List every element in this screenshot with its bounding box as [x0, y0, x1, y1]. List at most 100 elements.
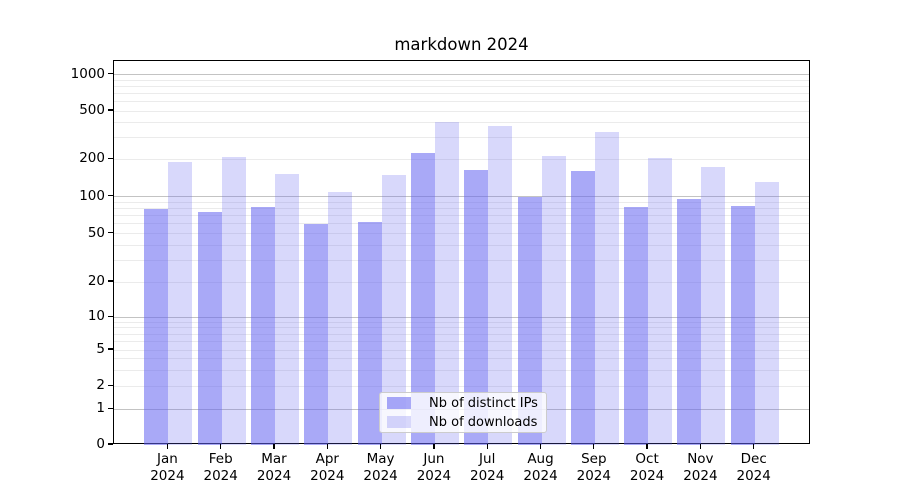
- bar-downloads-jan: [168, 162, 193, 445]
- x-tick-mark-jan: [166, 444, 169, 449]
- bar-downloads-dec: [754, 181, 779, 445]
- y-tick-label-500: 500: [79, 102, 105, 118]
- gridline-minor: [114, 110, 809, 112]
- gridline-minor: [114, 358, 809, 360]
- bar-downloads-apr: [328, 191, 353, 445]
- y-tick-mark-100: [108, 195, 113, 197]
- gridline-minor: [114, 340, 809, 342]
- y-tick-label-100: 100: [79, 187, 105, 204]
- gridline-minor: [114, 260, 809, 262]
- x-tick-mark-jun: [433, 444, 435, 449]
- bar-distinct-ips-dec: [730, 205, 755, 445]
- x-tick-label-feb: Feb 2024: [203, 451, 238, 484]
- x-tick-label-sep: Sep 2024: [576, 451, 611, 484]
- x-tick-label-oct: Oct 2024: [629, 451, 665, 484]
- legend-label-downloads: Nb of downloads: [429, 414, 538, 430]
- legend-swatch-distinct-ips: [387, 397, 411, 409]
- x-tick-mark-apr: [326, 444, 328, 449]
- y-tick-mark-5: [108, 348, 113, 350]
- x-tick-label-may: May 2024: [363, 451, 398, 484]
- y-tick-mark-500: [108, 109, 113, 111]
- gridline-minor: [114, 327, 809, 329]
- y-tick-label-1: 1: [96, 400, 105, 417]
- legend-item-downloads: Nb of downloads: [387, 415, 538, 430]
- gridline-minor: [114, 100, 809, 102]
- bar-distinct-ips-feb: [197, 212, 222, 445]
- bar-downloads-sep: [594, 132, 619, 445]
- gridline-minor: [114, 385, 809, 387]
- y-tick-label-200: 200: [79, 150, 105, 167]
- x-tick-label-apr: Apr 2024: [310, 451, 345, 484]
- gridline-minor: [114, 208, 809, 210]
- gridline-minor: [114, 79, 809, 81]
- x-tick-label-jul: Jul 2024: [470, 451, 505, 484]
- x-tick-label-jun: Jun 2024: [416, 451, 452, 484]
- y-tick-label-5: 5: [96, 341, 105, 357]
- y-tick-mark-20: [108, 280, 113, 282]
- gridline-minor: [114, 281, 809, 283]
- x-tick-mark-sep: [593, 444, 595, 449]
- chart-title: markdown 2024: [394, 35, 529, 54]
- gridline-minor: [114, 349, 809, 351]
- bar-distinct-ips-mar: [251, 206, 275, 445]
- x-tick-label-nov: Nov 2024: [683, 451, 718, 484]
- gridline-minor: [114, 333, 809, 335]
- bar-distinct-ips-nov: [677, 199, 702, 445]
- x-tick-mark-jul: [486, 444, 488, 449]
- gridline-minor: [114, 85, 809, 87]
- bar-distinct-ips-jan: [144, 208, 169, 445]
- x-tick-mark-may: [379, 444, 382, 449]
- bar-downloads-nov: [701, 166, 726, 445]
- legend-label-distinct-ips: Nb of distinct IPs: [429, 395, 538, 411]
- x-tick-label-aug: Aug 2024: [523, 451, 558, 484]
- y-tick-mark-10: [108, 315, 113, 317]
- bar-downloads-oct: [648, 158, 673, 445]
- y-tick-mark-200: [108, 157, 113, 159]
- gridline-minor: [114, 321, 809, 323]
- bar-distinct-ips-sep: [570, 171, 595, 445]
- x-tick-mark-oct: [646, 444, 648, 449]
- bar-downloads-feb: [221, 156, 246, 445]
- bar-distinct-ips-apr: [304, 224, 329, 445]
- x-tick-mark-feb: [220, 444, 222, 449]
- y-tick-label-50: 50: [87, 224, 105, 241]
- bar-distinct-ips-oct: [624, 207, 649, 445]
- bar-downloads-mar: [275, 173, 299, 445]
- y-tick-label-2: 2: [96, 377, 105, 394]
- x-tick-mark-nov: [699, 444, 702, 449]
- gridline-minor: [114, 233, 809, 235]
- gridline-minor: [114, 215, 809, 217]
- gridline-minor: [114, 223, 809, 225]
- gridline-minor: [114, 244, 809, 246]
- y-tick-mark-1000: [108, 72, 113, 75]
- x-tick-label-mar: Mar 2024: [256, 451, 292, 484]
- x-tick-label-dec: Dec 2024: [736, 451, 771, 484]
- legend-swatch-downloads: [387, 416, 411, 428]
- gridline-minor: [114, 201, 809, 203]
- gridline-major: [114, 196, 809, 198]
- y-tick-mark-50: [108, 232, 113, 234]
- y-tick-label-1000: 1000: [70, 65, 105, 82]
- y-tick-label-10: 10: [87, 308, 105, 325]
- gridline-major: [114, 316, 809, 318]
- y-tick-mark-0: [108, 443, 113, 445]
- y-tick-mark-1: [108, 407, 113, 409]
- plot-area: [113, 60, 810, 445]
- y-tick-label-0: 0: [96, 436, 105, 452]
- gridline-minor: [114, 369, 809, 371]
- x-tick-mark-mar: [273, 444, 275, 449]
- gridline-major: [114, 74, 809, 75]
- bar-downloads-jul: [488, 126, 513, 445]
- y-tick-label-20: 20: [87, 273, 105, 289]
- legend-item-distinct-ips: Nb of distinct IPs: [387, 396, 538, 411]
- x-tick-mark-dec: [753, 444, 755, 449]
- bar-downloads-jun: [434, 121, 459, 445]
- x-tick-label-jan: Jan 2024: [150, 451, 185, 484]
- gridline-minor: [114, 122, 809, 124]
- gridline-minor: [114, 137, 809, 139]
- y-tick-mark-2: [108, 384, 113, 386]
- gridline-minor: [114, 92, 809, 94]
- gridline-minor: [114, 158, 809, 160]
- bar-distinct-ips-may: [357, 222, 382, 445]
